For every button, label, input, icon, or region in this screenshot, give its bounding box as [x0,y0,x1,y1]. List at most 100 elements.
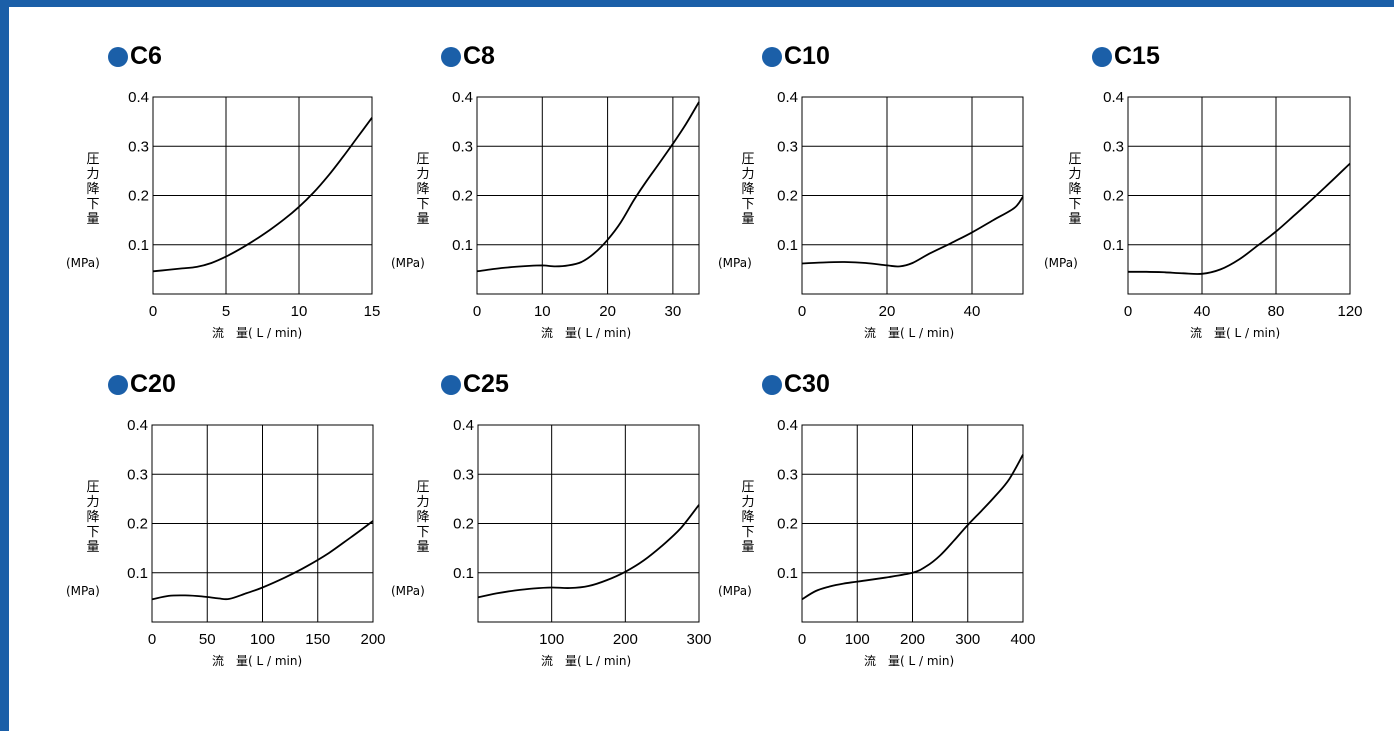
chart-title-text: C30 [784,370,830,398]
x-tick-label: 150 [305,631,330,648]
y-tick-label: 0.2 [128,188,149,205]
y-axis-label: 圧力降下量 [741,480,755,555]
x-tick-label: 20 [599,303,616,320]
x-tick-label: 0 [149,303,157,320]
series-line [801,195,1024,268]
y-tick-label: 0.3 [127,466,148,483]
y-tick-label: 0.3 [128,138,149,155]
y-axis-label: 圧力降下量 [1068,152,1082,227]
x-tick-label: 0 [798,631,806,648]
chart-title-text: C10 [784,42,830,70]
y-axis-unit: (MPa) [718,584,752,598]
chart-panel: C20 圧力降下量 (MPa) 0.1 0.2 0.3 0.4 0 50 100 150 200… [60,368,386,668]
chart-plot: 0.1 0.2 0.3 0.4 0 50 100 150 200 [127,417,385,648]
y-tick-label: 0.2 [777,516,798,533]
chart-title-text: C6 [130,42,162,70]
y-tick-label: 0.1 [452,237,473,254]
y-tick-label: 0.2 [1103,188,1124,205]
y-axis-label: 圧力降下量 [86,480,100,555]
y-tick-label: 0.3 [452,138,473,155]
y-tick-label: 0.4 [1103,89,1124,106]
y-tick-label: 0.4 [452,89,473,106]
x-tick-label: 50 [199,631,216,648]
chart-title: C30 [762,370,830,399]
series-line [152,117,373,273]
x-tick-label: 5 [222,303,230,320]
chart-title-text: C15 [1114,42,1160,70]
y-tick-label: 0.3 [777,138,798,155]
y-axis-unit: (MPa) [391,584,425,598]
x-tick-label: 0 [473,303,481,320]
x-axis-label: 流 量( L / min) [864,326,955,340]
x-axis-label: 流 量( L / min) [541,326,632,340]
series-line [476,101,700,273]
x-tick-label: 100 [539,631,564,648]
chart-panel: C8 圧力降下量 (MPa) 0.1 0.2 0.3 0.4 0 10 20 30 流 量( … [385,40,705,340]
series-line [1127,162,1351,275]
bullet-dot-icon [441,46,461,67]
y-tick-label: 0.4 [128,89,149,106]
y-tick-label: 0.1 [127,565,148,582]
x-tick-label: 20 [879,303,896,320]
x-axis-label: 流 量( L / min) [212,654,303,668]
x-axis-label: 流 量( L / min) [1190,326,1281,340]
x-tick-label: 200 [613,631,638,648]
chart-title: C10 [762,42,830,71]
y-axis-unit: (MPa) [1044,256,1078,270]
chart-plot: 0.1 0.2 0.3 0.4 0 10 20 30 [452,89,700,320]
x-tick-label: 0 [798,303,806,320]
y-tick-label: 0.4 [127,417,148,434]
x-tick-label: 40 [1194,303,1211,320]
x-tick-label: 120 [1337,303,1362,320]
y-tick-label: 0.1 [777,565,798,582]
y-axis-label: 圧力降下量 [86,152,100,227]
x-tick-label: 0 [1124,303,1132,320]
y-axis-label: 圧力降下量 [741,152,755,227]
chart-plot: 0.1 0.2 0.3 0.4 0 5 10 15 [128,89,381,320]
x-tick-label: 100 [250,631,275,648]
x-axis-label: 流 量( L / min) [541,654,632,668]
chart-panel: C15 圧力降下量 (MPa) 0.1 0.2 0.3 0.4 0 40 80 120 流 量… [1038,40,1363,340]
chart-panel: C10 圧力降下量 (MPa) 0.1 0.2 0.3 0.4 0 20 40 流 量( L… [712,40,1032,340]
chart-plot: 0.1 0.2 0.3 0.4 0 20 40 [777,89,1024,320]
chart-title: C8 [441,42,495,71]
x-tick-label: 10 [534,303,551,320]
y-axis-unit: (MPa) [718,256,752,270]
series-line [151,520,374,601]
bullet-dot-icon [108,374,128,395]
y-tick-label: 0.4 [777,417,798,434]
x-axis-label: 流 量( L / min) [212,326,303,340]
chart-title-text: C20 [130,370,176,398]
chart-title: C25 [441,370,509,399]
plot-frame [476,96,700,295]
plot-frame [1127,96,1351,295]
chart-title: C15 [1092,42,1160,71]
y-axis-unit: (MPa) [66,256,100,270]
y-axis-unit: (MPa) [66,584,100,598]
x-tick-label: 200 [360,631,385,648]
plot-frame [152,96,373,295]
chart-title: C20 [108,370,176,399]
x-tick-label: 80 [1268,303,1285,320]
y-tick-label: 0.3 [453,466,474,483]
y-tick-label: 0.2 [453,516,474,533]
chart-plot: 0.1 0.2 0.3 0.4 100 200 300 [453,417,711,648]
x-tick-label: 10 [291,303,308,320]
x-tick-label: 300 [686,631,711,648]
bullet-dot-icon [1092,46,1112,67]
x-tick-label: 0 [148,631,156,648]
x-tick-label: 15 [364,303,381,320]
y-axis-label: 圧力降下量 [416,152,430,227]
bullet-dot-icon [762,46,782,67]
series-line [801,454,1024,601]
y-axis-label: 圧力降下量 [416,480,430,555]
y-tick-label: 0.4 [453,417,474,434]
y-axis-unit: (MPa) [391,256,425,270]
y-tick-label: 0.2 [127,516,148,533]
chart-panel: C30 圧力降下量 (MPa) 0.1 0.2 0.3 0.4 0 100 200 300 40… [712,368,1036,668]
chart-plot: 0.1 0.2 0.3 0.4 0 40 80 120 [1103,89,1362,320]
x-tick-label: 400 [1010,631,1035,648]
y-tick-label: 0.3 [777,466,798,483]
plot-frame [801,96,1024,295]
chart-plot: 0.1 0.2 0.3 0.4 0 100 200 300 400 [777,417,1035,648]
